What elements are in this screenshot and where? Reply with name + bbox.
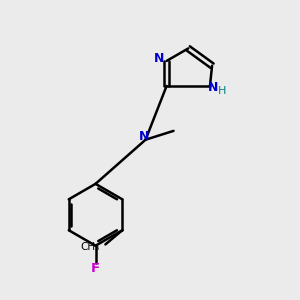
Text: F: F — [91, 262, 100, 275]
Text: N: N — [139, 130, 149, 143]
Text: N: N — [154, 52, 164, 65]
Text: N: N — [208, 81, 219, 94]
Text: CH₃: CH₃ — [81, 242, 100, 252]
Text: H: H — [218, 86, 226, 96]
